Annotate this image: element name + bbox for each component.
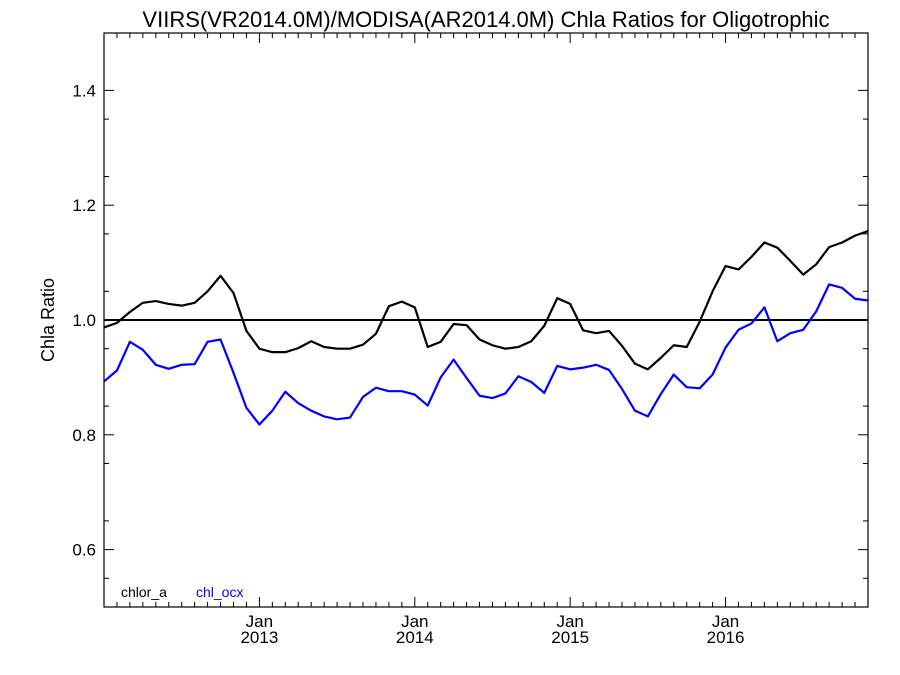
x-tick-label-year: 2013: [240, 628, 278, 647]
x-tick-label-year: 2014: [396, 628, 434, 647]
x-tick-label-year: 2016: [707, 628, 745, 647]
x-tick-label-month: Jan: [246, 612, 273, 631]
legend-label-chlor-a: chlor_a: [121, 584, 167, 600]
axis-ticks: 0.60.81.01.21.4Jan2013Jan2014Jan2015Jan2…: [72, 33, 868, 647]
series-line-chl-ocx: [103, 283, 869, 426]
y-tick-label: 1.0: [72, 311, 96, 330]
x-tick-label-year: 2015: [551, 628, 589, 647]
x-tick-label-month: Jan: [401, 612, 428, 631]
legend-label-chl-ocx: chl_ocx: [196, 584, 243, 600]
legend: chlor_a chl_ocx: [121, 584, 243, 600]
series-line-chlor-a: [103, 229, 869, 371]
y-tick-label: 0.6: [72, 541, 96, 560]
y-tick-label: 1.4: [72, 81, 96, 100]
x-tick-label-month: Jan: [556, 612, 583, 631]
chart-title: VIIRS(VR2014.0M)/MODISA(AR2014.0M) Chla …: [142, 7, 829, 32]
plot-frame: [103, 32, 869, 608]
y-tick-label: 1.2: [72, 196, 96, 215]
x-tick-label-month: Jan: [712, 612, 739, 631]
y-axis-label: Chla Ratio: [38, 278, 58, 362]
y-tick-label: 0.8: [72, 426, 96, 445]
series-layer: [103, 229, 869, 426]
